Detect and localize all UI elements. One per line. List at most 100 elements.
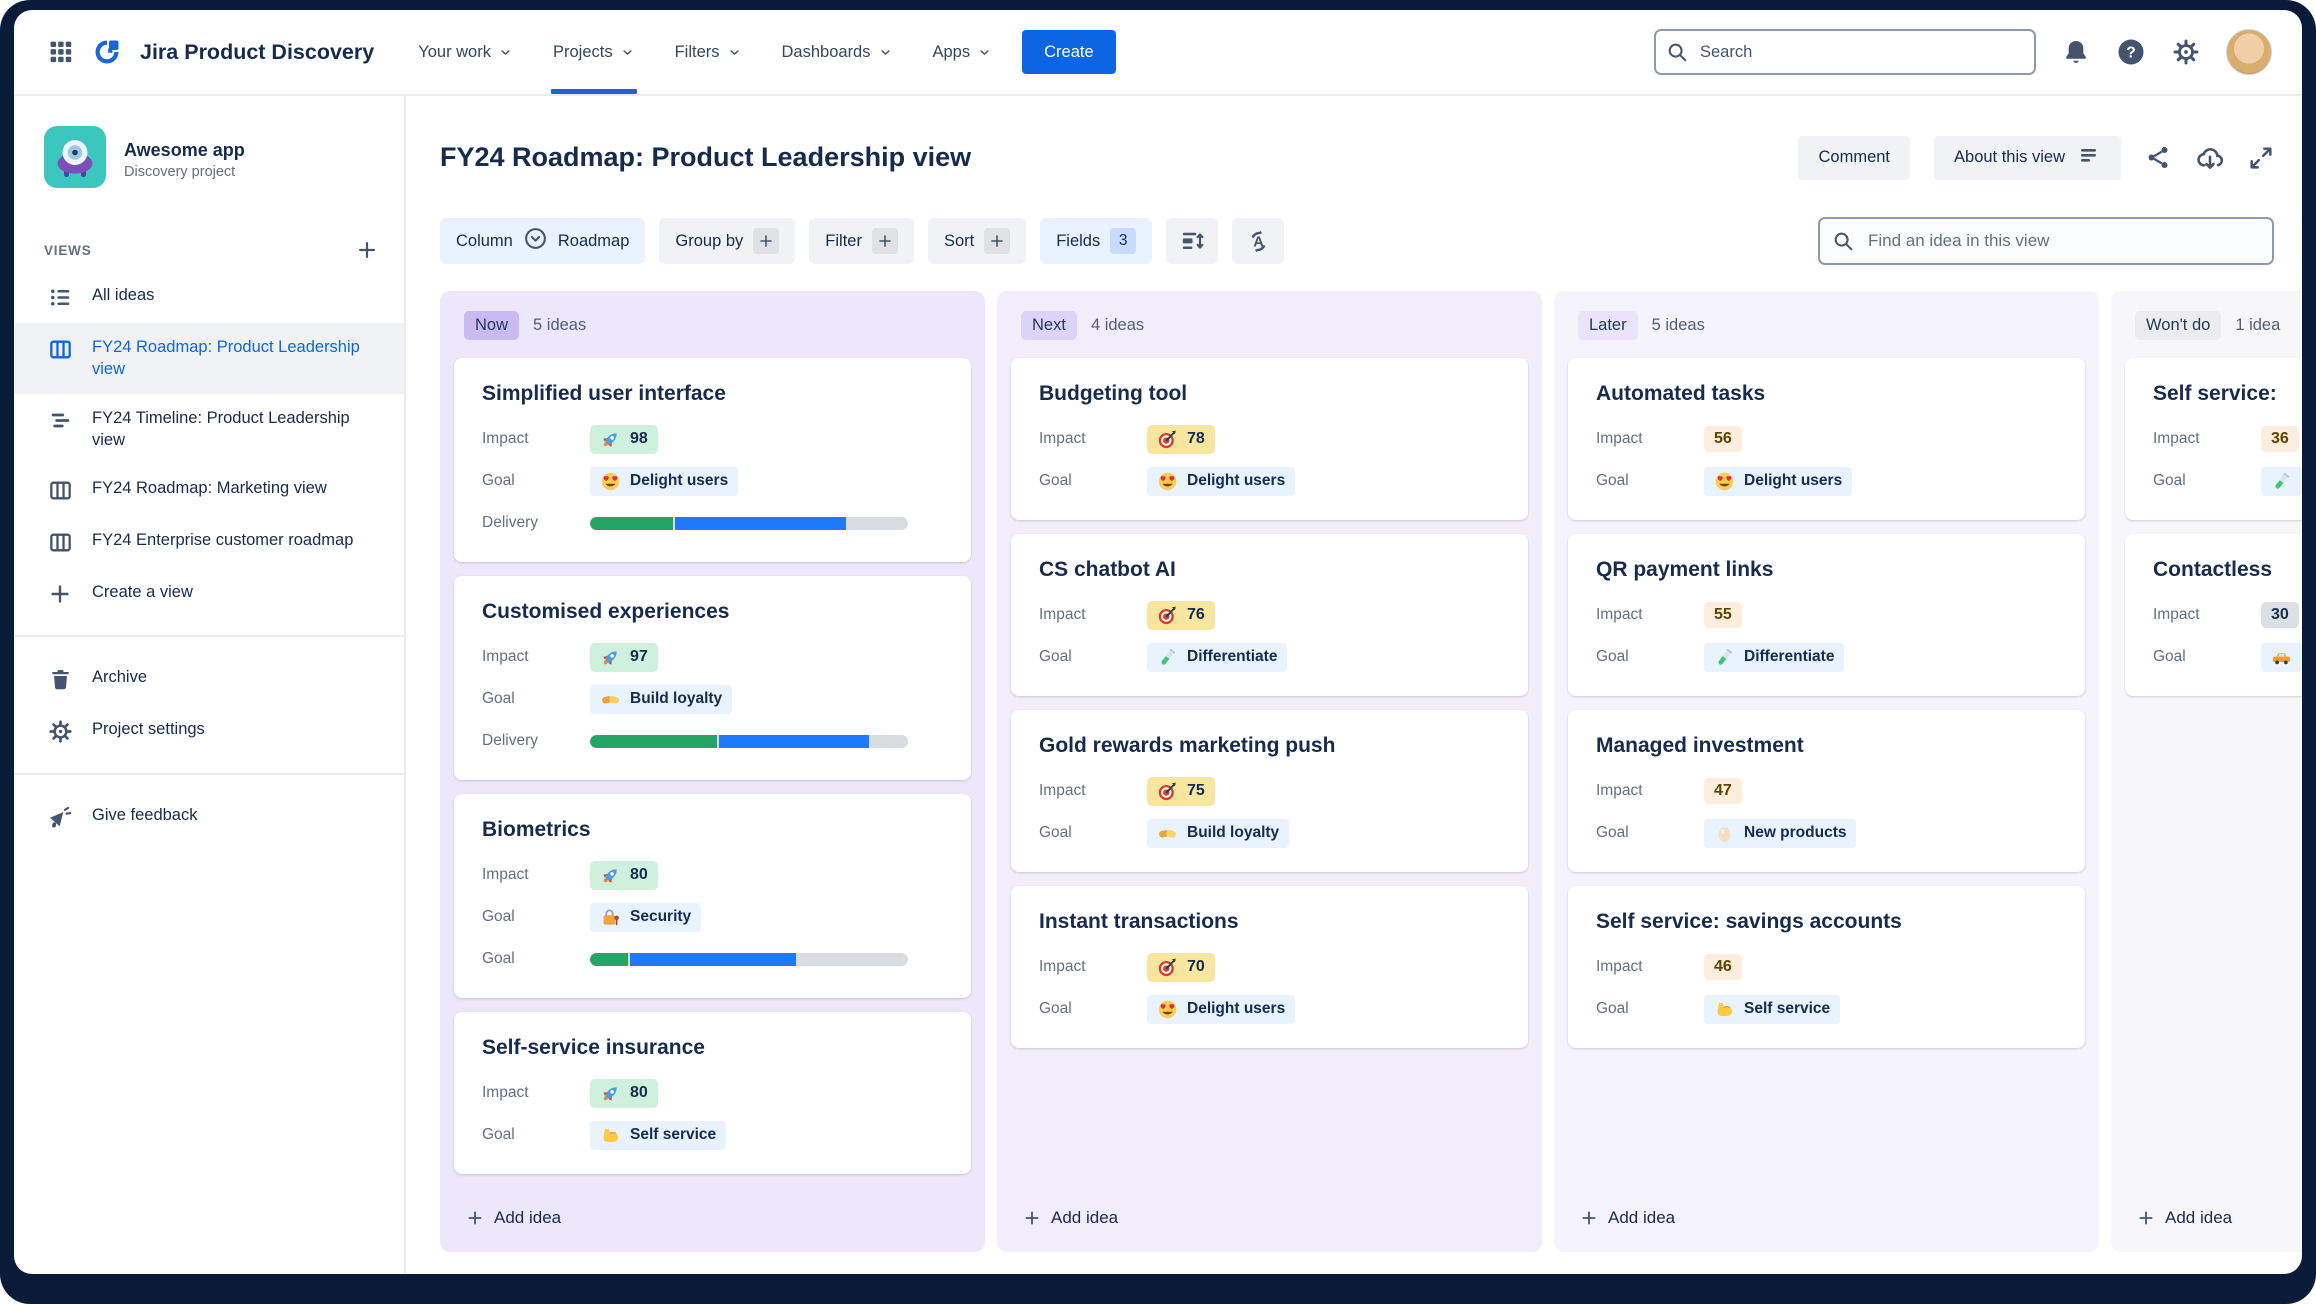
- idea-card-simplified-user-interface[interactable]: Simplified user interface Impact 98 Goal Del…: [454, 358, 971, 563]
- impact-chip: 75: [1147, 776, 1215, 806]
- nav-item-projects[interactable]: Projects: [550, 10, 637, 94]
- card-field-row: Impact 75: [1039, 776, 1500, 806]
- field-label: Impact: [2153, 430, 2200, 448]
- settings-gear-icon[interactable]: [2172, 38, 2200, 66]
- row-height-button[interactable]: [1166, 218, 1219, 265]
- dart-icon: [1157, 957, 1178, 978]
- sidebar-view-fy24-timeline-product-leadership-view[interactable]: FY24 Timeline: Product Leadership view: [14, 394, 404, 465]
- idea-card-contactless[interactable]: Contactless Impact 30 Goal: [2125, 534, 2302, 697]
- idea-card-biometrics[interactable]: Biometrics Impact 80 Goal Security Goal: [454, 794, 971, 999]
- project-header[interactable]: Awesome app Discovery project: [44, 126, 378, 193]
- top-navigation: Jira Product Discovery Your work Projects…: [14, 10, 2302, 96]
- add-view-plus-icon[interactable]: [356, 239, 378, 261]
- idea-card-customised-experiences[interactable]: Customised experiences Impact 97 Goal Build …: [454, 576, 971, 781]
- nav-item-filters[interactable]: Filters: [675, 10, 742, 94]
- primary-nav-menu: Your work Projects Filters Dashboards Apps: [418, 10, 992, 94]
- fields-button[interactable]: Fields 3: [1040, 218, 1153, 265]
- nav-item-apps[interactable]: Apps: [933, 10, 993, 94]
- field-label: Goal: [1596, 648, 1629, 666]
- card-field-row: Goal Delight users: [1039, 994, 1500, 1024]
- idea-card-cs-chatbot-ai[interactable]: CS chatbot AI Impact 76 Goal Differentiate: [1011, 534, 1528, 697]
- gear-icon: [46, 719, 74, 744]
- idea-card-managed-investment[interactable]: Managed investment Impact 47 Goal New produc…: [1568, 710, 2085, 873]
- help-icon[interactable]: ?: [2116, 37, 2146, 67]
- sidebar-item-project-settings[interactable]: Project settings: [14, 705, 404, 757]
- field-label: Goal: [1039, 824, 1072, 842]
- nav-right-cluster: ?: [1654, 29, 2272, 75]
- comment-button[interactable]: Comment: [1798, 135, 1911, 180]
- plus-icon: [2139, 1211, 2153, 1225]
- idea-card-gold-rewards-marketing-push[interactable]: Gold rewards marketing push Impact 75 Goal B…: [1011, 710, 1528, 873]
- brand-cluster: Jira Product Discovery: [48, 37, 374, 67]
- add-idea-button[interactable]: Add idea: [2111, 1190, 2302, 1252]
- sort-button[interactable]: Sort: [927, 218, 1027, 265]
- translate-icon: A: [1251, 230, 1265, 252]
- heart-eyes-icon: [600, 471, 621, 492]
- idea-card-self-service-insurance[interactable]: Self-service insurance Impact 80 Goal Self s…: [454, 1012, 971, 1175]
- user-avatar[interactable]: [2226, 29, 2272, 75]
- notifications-bell-icon[interactable]: [2062, 38, 2090, 66]
- impact-chip: 80: [590, 1078, 658, 1108]
- idea-title: QR payment links: [1596, 558, 1774, 582]
- global-search-input[interactable]: [1654, 29, 2036, 75]
- cloud-download-icon[interactable]: [2196, 144, 2224, 172]
- column-idea-count: 1 idea: [2235, 316, 2281, 335]
- idea-card-instant-transactions[interactable]: Instant transactions Impact 70 Goal Delight …: [1011, 886, 1528, 1049]
- card-field-row: Goal Delight users: [1039, 466, 1500, 496]
- sidebar-item-archive[interactable]: Archive: [14, 653, 404, 705]
- about-this-view-button[interactable]: About this view: [1934, 135, 2121, 180]
- sidebar-view-all-ideas[interactable]: All ideas: [14, 271, 404, 323]
- app-switcher-icon[interactable]: [48, 39, 74, 65]
- expand-icon[interactable]: [2248, 145, 2274, 171]
- idea-title: Managed investment: [1596, 734, 1804, 758]
- sidebar-view-fy24-enterprise-customer-roadmap[interactable]: FY24 Enterprise customer roadmap: [14, 516, 404, 568]
- main-content: FY24 Roadmap: Product Leadership view Co…: [406, 96, 2302, 1274]
- group-by-button[interactable]: Group by: [659, 218, 796, 265]
- create-a-view-button[interactable]: Create a view: [14, 568, 404, 619]
- nav-item-dashboards[interactable]: Dashboards: [782, 10, 893, 94]
- dart-icon: [1157, 605, 1178, 626]
- search-icon: [1834, 232, 1853, 251]
- handshake-icon: [1157, 823, 1178, 844]
- board-view-icon: [49, 481, 71, 500]
- create-button[interactable]: Create: [1022, 30, 1116, 74]
- card-field-row: Goal: [2153, 466, 2302, 496]
- column-header: Now 5 ideas: [440, 291, 985, 356]
- card-field-row: Impact 97: [482, 642, 943, 672]
- add-idea-button[interactable]: Add idea: [997, 1190, 1542, 1252]
- idea-card-self-service[interactable]: Self service: Impact 36 Goal: [2125, 358, 2302, 521]
- column-header: Next 4 ideas: [997, 291, 1542, 356]
- add-idea-button[interactable]: Add idea: [1554, 1190, 2099, 1252]
- expand-icon: [2250, 147, 2272, 169]
- find-idea-input[interactable]: [1818, 217, 2274, 266]
- project-name: Awesome app: [124, 139, 245, 160]
- rocket-icon: [600, 429, 621, 450]
- impact-chip: 56: [1704, 426, 1742, 453]
- view-label: FY24 Roadmap: Marketing view: [92, 479, 327, 498]
- field-label: Impact: [1039, 606, 1086, 624]
- goal-chip: [2261, 466, 2302, 496]
- sidebar-view-fy24-roadmap-product-leadership-view[interactable]: FY24 Roadmap: Product Leadership view: [14, 323, 404, 394]
- help-icon: ?: [2118, 39, 2144, 65]
- sidebar-view-fy24-roadmap-marketing-view[interactable]: FY24 Roadmap: Marketing view: [14, 464, 404, 516]
- card-field-row: Goal Delight users: [1596, 466, 2057, 496]
- idea-card-qr-payment-links[interactable]: QR payment links Impact 55 Goal Differentiat…: [1568, 534, 2085, 697]
- add-idea-button[interactable]: Add idea: [440, 1190, 985, 1252]
- nav-item-your-work[interactable]: Your work: [418, 10, 513, 94]
- card-field-row: Goal Security: [482, 902, 943, 932]
- sidebar-item-give-feedback[interactable]: Give feedback: [14, 791, 404, 844]
- idea-card-budgeting-tool[interactable]: Budgeting tool Impact 78 Goal Delight users: [1011, 358, 1528, 521]
- card-field-row: Delivery: [482, 508, 943, 538]
- idea-card-self-service-savings-accounts[interactable]: Self service: savings accounts Impact 46 Go…: [1568, 886, 2085, 1049]
- muscle-icon: [600, 1125, 621, 1146]
- column-view-switcher[interactable]: Column Roadmap: [440, 218, 646, 265]
- project-sidebar: Awesome app Discovery project VIEWS All …: [14, 96, 406, 1274]
- views-section-label: VIEWS: [44, 242, 92, 258]
- translate-button[interactable]: A: [1232, 218, 1285, 265]
- card-field-row: Impact 36: [2153, 424, 2302, 454]
- card-field-row: Impact 47: [1596, 776, 2057, 806]
- idea-card-automated-tasks[interactable]: Automated tasks Impact 56 Goal Delight users: [1568, 358, 2085, 521]
- filter-button[interactable]: Filter: [809, 218, 914, 265]
- share-icon[interactable]: [2145, 144, 2172, 171]
- column-cards: Automated tasks Impact 56 Goal Delight users…: [1554, 356, 2099, 1190]
